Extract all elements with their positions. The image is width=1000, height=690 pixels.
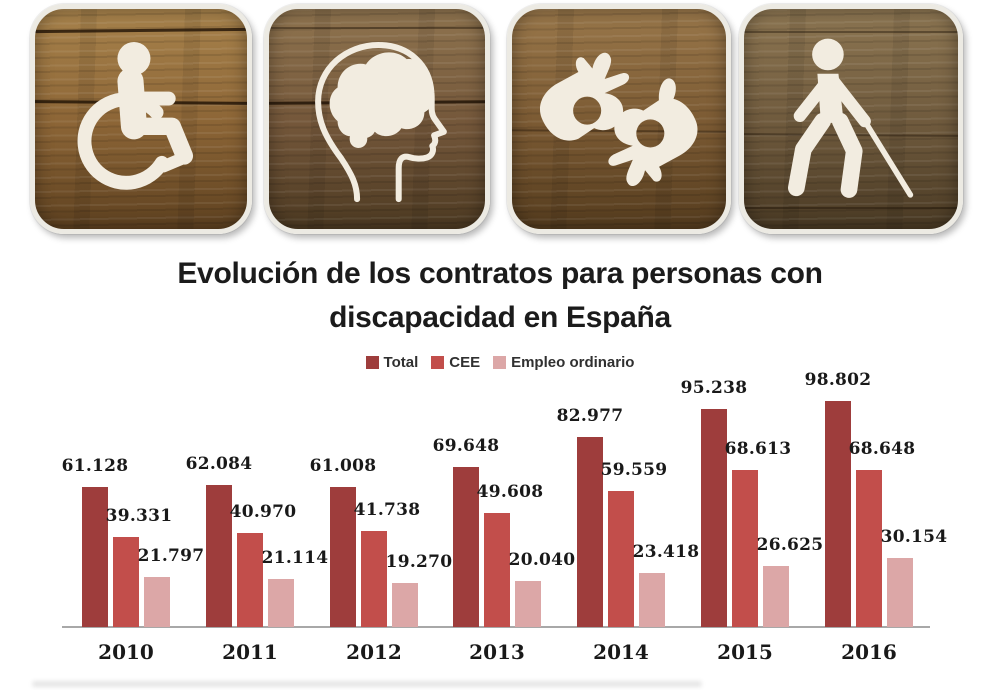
legend-label: Empleo ordinario bbox=[511, 354, 635, 371]
value-label-cee-2012: 41.738 bbox=[353, 500, 421, 520]
legend-marker bbox=[431, 356, 445, 369]
disability-icons-banner bbox=[0, 0, 1000, 248]
value-label-cee-2015: 68.613 bbox=[724, 439, 792, 459]
value-label-total-2014: 82.977 bbox=[556, 406, 624, 426]
value-label-empleo-ordinario-2014: 23.418 bbox=[632, 542, 700, 562]
value-label-total-2010: 61.128 bbox=[61, 456, 129, 476]
value-label-cee-2014: 59.559 bbox=[600, 460, 668, 480]
legend-marker bbox=[493, 356, 507, 369]
x-tick-label-2016: 2016 bbox=[841, 640, 897, 664]
bar-empleo-ordinario-2015 bbox=[763, 566, 789, 627]
bar-empleo-ordinario-2012 bbox=[392, 583, 418, 627]
value-label-empleo-ordinario-2011: 21.114 bbox=[261, 548, 329, 568]
value-label-total-2012: 61.008 bbox=[309, 456, 377, 476]
bar-cee-2010 bbox=[113, 537, 139, 627]
value-label-empleo-ordinario-2015: 26.625 bbox=[756, 535, 824, 555]
x-axis-line bbox=[62, 626, 930, 628]
bar-total-2016 bbox=[825, 401, 851, 627]
bar-total-2012 bbox=[330, 487, 356, 627]
bar-total-2015 bbox=[701, 409, 727, 627]
bar-total-2014 bbox=[577, 437, 603, 627]
bar-cee-2014 bbox=[608, 491, 634, 627]
value-label-total-2013: 69.648 bbox=[432, 436, 500, 456]
legend-label: CEE bbox=[449, 354, 481, 371]
bar-cee-2016 bbox=[856, 470, 882, 627]
x-tick-label-2015: 2015 bbox=[717, 640, 773, 664]
chart-title: Evolución de los contratos para personas… bbox=[0, 252, 1000, 340]
title-line-2: discapacidad en España bbox=[329, 301, 671, 334]
x-tick-label-2014: 2014 bbox=[593, 640, 649, 664]
legend-item-cee: CEE bbox=[431, 354, 480, 371]
chart-legend: Total CEE Empleo ordinario bbox=[0, 354, 1000, 371]
bar-empleo-ordinario-2010 bbox=[144, 577, 170, 627]
bar-cee-2015 bbox=[732, 470, 758, 627]
value-label-total-2011: 62.084 bbox=[185, 454, 253, 474]
value-label-cee-2010: 39.331 bbox=[105, 506, 173, 526]
value-label-empleo-ordinario-2013: 20.040 bbox=[508, 550, 576, 570]
bar-empleo-ordinario-2016 bbox=[887, 558, 913, 627]
wheelchair-icon-tile bbox=[30, 4, 252, 234]
bar-empleo-ordinario-2011 bbox=[268, 579, 294, 627]
cognitive-icon-tile bbox=[264, 4, 490, 234]
bar-cee-2011 bbox=[237, 533, 263, 627]
value-label-total-2015: 95.238 bbox=[680, 378, 748, 398]
value-label-total-2016: 98.802 bbox=[804, 370, 872, 390]
sign-language-icon-tile bbox=[507, 4, 731, 234]
bar-empleo-ordinario-2014 bbox=[639, 573, 665, 627]
value-label-empleo-ordinario-2016: 30.154 bbox=[880, 527, 948, 547]
legend-label: Total bbox=[383, 354, 419, 371]
bar-cee-2012 bbox=[361, 531, 387, 627]
legend-item-total: Total bbox=[365, 354, 419, 371]
blind-person-icon-tile bbox=[739, 4, 963, 234]
x-tick-label-2013: 2013 bbox=[469, 640, 525, 664]
value-label-cee-2011: 40.970 bbox=[229, 502, 297, 522]
x-tick-label-2010: 2010 bbox=[98, 640, 154, 664]
bar-total-2011 bbox=[206, 485, 232, 627]
value-label-empleo-ordinario-2010: 21.797 bbox=[137, 546, 205, 566]
legend-item-empleo-ordinario: Empleo ordinario bbox=[493, 354, 634, 371]
value-label-empleo-ordinario-2012: 19.270 bbox=[385, 552, 453, 572]
bottom-shadow bbox=[32, 681, 702, 687]
legend-marker bbox=[365, 356, 379, 369]
title-line-1: Evolución de los contratos para personas… bbox=[177, 257, 823, 290]
value-label-cee-2013: 49.608 bbox=[476, 482, 544, 502]
x-tick-label-2011: 2011 bbox=[222, 640, 278, 664]
bar-total-2013 bbox=[453, 467, 479, 627]
value-label-cee-2016: 68.648 bbox=[848, 439, 916, 459]
bar-empleo-ordinario-2013 bbox=[515, 581, 541, 627]
x-tick-label-2012: 2012 bbox=[346, 640, 402, 664]
bar-cee-2013 bbox=[484, 513, 510, 627]
bar-total-2010 bbox=[82, 487, 108, 627]
